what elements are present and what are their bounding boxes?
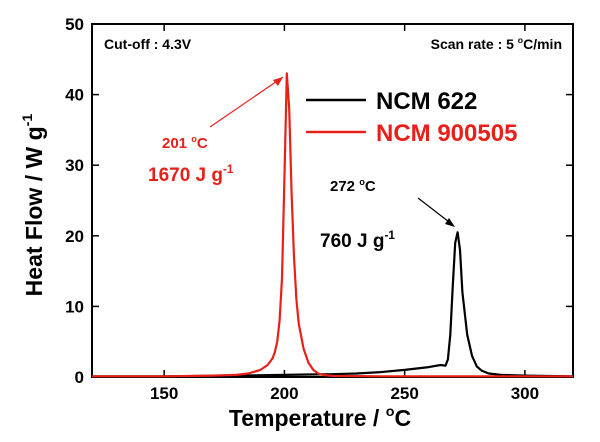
y-tick-label: 30 [65,156,84,175]
legend-label-ncm-900505: NCM 900505 [376,120,517,147]
enthalpy-label-ncm-900505: 1670 J g-1 [148,163,234,186]
y-tick-label: 0 [75,368,84,387]
x-tick-label: 150 [150,384,178,403]
legend: NCM 622 NCM 900505 [306,88,517,147]
y-tick-label: 20 [65,227,84,246]
legend-label-ncm-622: NCM 622 [376,88,477,115]
x-tick-label: 200 [270,384,298,403]
x-tick-label: 250 [390,384,418,403]
peak-arrow-ncm-622 [417,197,454,226]
peak-label-ncm-900505: 201 oC [162,134,208,152]
y-tick-label: 50 [65,15,84,34]
plot-frame [91,23,574,378]
scan-rate-label: Scan rate : 5 oC/min [431,35,562,52]
peak-arrowhead-ncm-900505 [273,77,283,86]
peak-label-ncm-622: 272 oC [330,177,376,195]
peak-arrowhead-ncm-622 [445,218,455,227]
enthalpy-label-ncm-622: 760 J g-1 [320,229,395,252]
series-line-ncm-900505 [92,72,573,378]
series-line-ncm-622 [92,231,574,378]
peak-arrow-ncm-900505 [209,76,284,128]
y-axis-ticks: 0 10 20 30 40 50 [65,15,573,387]
cutoff-label: Cut-off : 4.3V [104,36,192,52]
y-axis-title: Heat Flow / W g-1 [20,114,47,297]
y-tick-label: 10 [65,297,84,316]
x-tick-label: 300 [511,384,539,403]
x-axis-title: Temperature / oC [229,404,411,431]
y-tick-label: 40 [65,86,84,105]
x-axis-ticks: 150 200 250 300 [150,24,539,403]
